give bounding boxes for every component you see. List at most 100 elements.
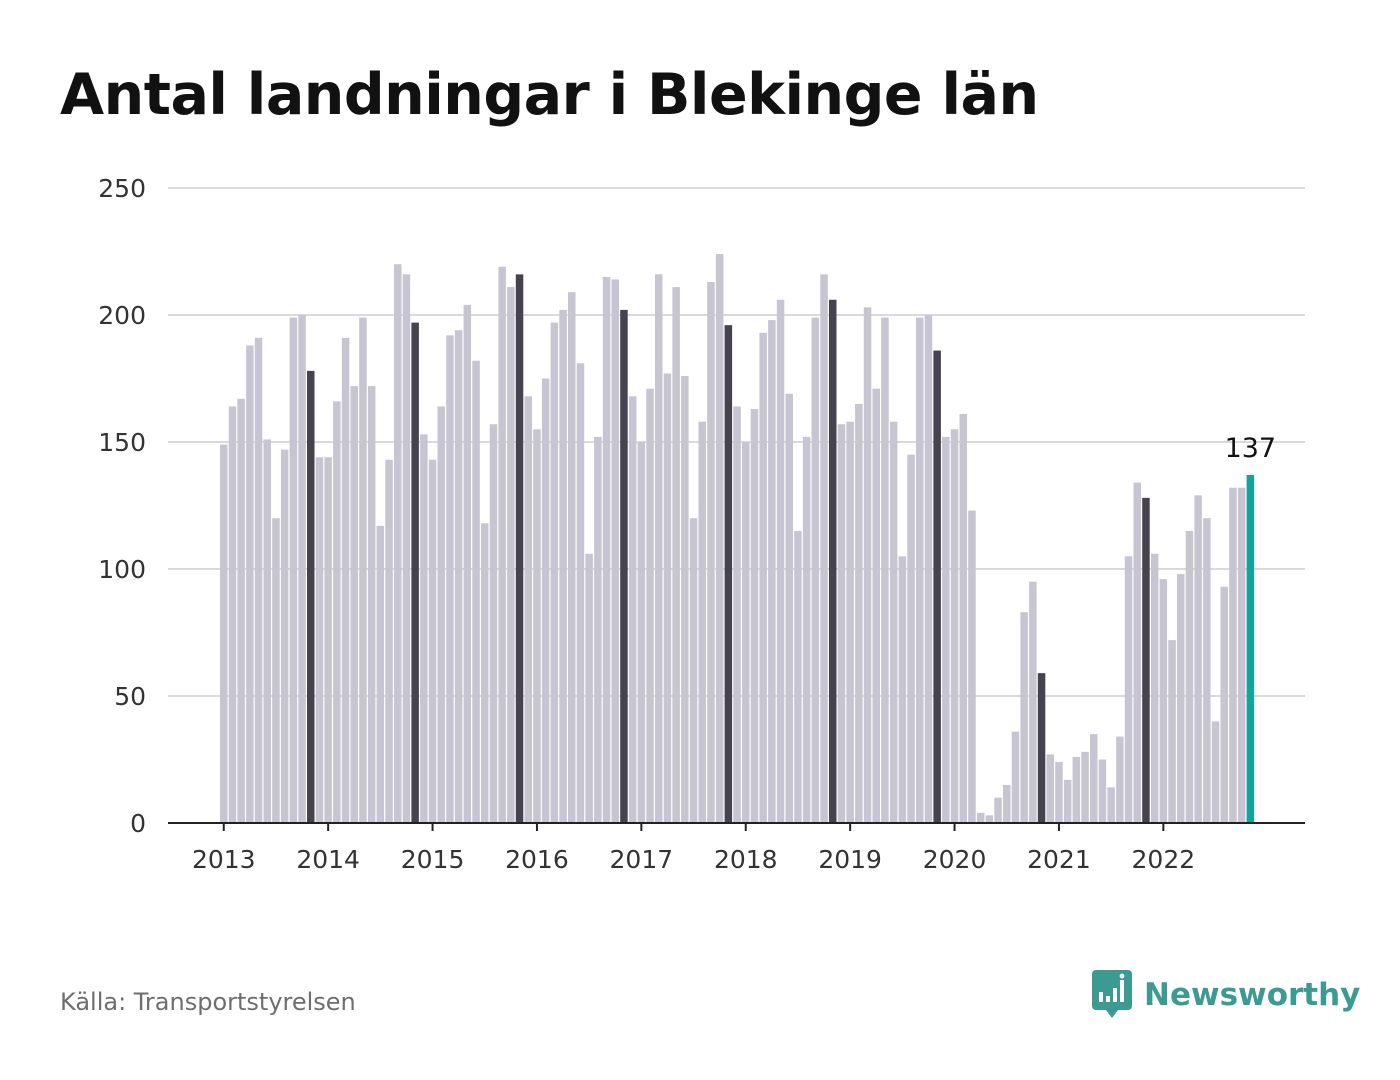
bar bbox=[873, 389, 881, 823]
bar bbox=[359, 318, 367, 823]
x-tick-label: 2019 bbox=[818, 845, 882, 874]
bar bbox=[1194, 495, 1202, 823]
bar bbox=[1012, 732, 1020, 823]
bar bbox=[1203, 518, 1211, 823]
bar bbox=[681, 376, 689, 823]
bar bbox=[820, 274, 828, 823]
bar bbox=[794, 531, 802, 823]
bar bbox=[385, 460, 393, 823]
bar bbox=[960, 414, 968, 823]
bar bbox=[594, 437, 602, 823]
bar bbox=[324, 457, 332, 823]
bar bbox=[1003, 785, 1011, 823]
x-tick-label: 2022 bbox=[1132, 845, 1196, 874]
bar bbox=[1186, 531, 1194, 823]
bar bbox=[1073, 757, 1081, 823]
bar bbox=[272, 518, 280, 823]
bars: 137 bbox=[220, 254, 1276, 823]
bar bbox=[264, 439, 272, 823]
bar-chart: 137 0 50 100 150 200 250 2013 2014 2015 2016 2017 2… bbox=[0, 0, 1400, 960]
bar bbox=[377, 526, 385, 823]
bar bbox=[690, 518, 698, 823]
brand-name: Newsworthy bbox=[1144, 977, 1360, 1013]
bar-chart-speech-bubble-icon bbox=[1092, 970, 1132, 1020]
bar bbox=[864, 307, 872, 823]
bar bbox=[655, 274, 663, 823]
bar bbox=[603, 277, 611, 823]
bar bbox=[585, 554, 593, 823]
bar bbox=[290, 318, 298, 823]
y-tick-label: 150 bbox=[98, 428, 146, 457]
bar bbox=[333, 401, 341, 823]
bar bbox=[1221, 587, 1229, 823]
bar bbox=[1099, 760, 1107, 824]
bar bbox=[751, 409, 759, 823]
x-tick-label: 2013 bbox=[192, 845, 256, 874]
bar bbox=[429, 460, 437, 823]
bar bbox=[855, 404, 863, 823]
bar bbox=[1029, 582, 1037, 823]
bar bbox=[1212, 721, 1220, 823]
bar bbox=[768, 320, 776, 823]
bar bbox=[237, 399, 245, 823]
bar bbox=[881, 318, 889, 823]
brand-logo: Newsworthy bbox=[1092, 970, 1360, 1020]
bar bbox=[1238, 488, 1246, 823]
bar bbox=[229, 406, 237, 823]
bar bbox=[846, 422, 854, 823]
bar bbox=[812, 318, 820, 823]
x-tick-label: 2016 bbox=[505, 845, 569, 874]
bar bbox=[646, 389, 654, 823]
bar bbox=[1229, 488, 1237, 823]
highlight-bar bbox=[516, 274, 524, 823]
bar bbox=[838, 424, 846, 823]
bar bbox=[1168, 640, 1176, 823]
bar bbox=[455, 330, 463, 823]
highlight-bar bbox=[1142, 498, 1150, 823]
highlight-bar bbox=[829, 300, 837, 823]
bar bbox=[420, 434, 428, 823]
bar bbox=[1020, 612, 1028, 823]
bar bbox=[255, 338, 262, 823]
bar bbox=[1116, 737, 1124, 823]
bar bbox=[559, 310, 567, 823]
bar bbox=[629, 396, 637, 823]
bar bbox=[446, 335, 454, 823]
bar bbox=[916, 318, 924, 823]
bar bbox=[1107, 787, 1115, 823]
bar bbox=[525, 396, 533, 823]
chart-page: Antal landningar i Blekinge län 137 0 50 1… bbox=[0, 0, 1400, 1080]
y-tick-label: 0 bbox=[130, 809, 146, 838]
bar bbox=[942, 437, 950, 823]
highlight-bar bbox=[307, 371, 315, 823]
bar bbox=[672, 287, 680, 823]
bar bbox=[507, 287, 514, 823]
bar bbox=[638, 442, 646, 823]
bar bbox=[481, 523, 489, 823]
x-tick-label: 2020 bbox=[923, 845, 987, 874]
bar bbox=[568, 292, 576, 823]
bar bbox=[464, 305, 472, 823]
bar bbox=[733, 406, 741, 823]
x-tick-label: 2018 bbox=[714, 845, 778, 874]
bar bbox=[1055, 762, 1063, 823]
bar bbox=[551, 323, 559, 823]
bar bbox=[1064, 780, 1072, 823]
bar bbox=[1134, 483, 1142, 823]
highlight-bar bbox=[725, 325, 733, 823]
bar bbox=[1177, 574, 1185, 823]
bar bbox=[716, 254, 724, 823]
y-tick-label: 100 bbox=[98, 555, 146, 584]
bar bbox=[316, 457, 324, 823]
y-tick-label: 250 bbox=[98, 174, 146, 203]
bar bbox=[472, 361, 480, 823]
bar bbox=[342, 338, 350, 823]
highlight-bar bbox=[620, 310, 628, 823]
bar bbox=[786, 394, 794, 823]
bar bbox=[1160, 579, 1168, 823]
bar bbox=[664, 373, 672, 823]
source-note: Källa: Transportstyrelsen bbox=[60, 988, 356, 1016]
x-tick-label: 2017 bbox=[610, 845, 674, 874]
bar bbox=[699, 422, 707, 823]
bar bbox=[298, 315, 306, 823]
